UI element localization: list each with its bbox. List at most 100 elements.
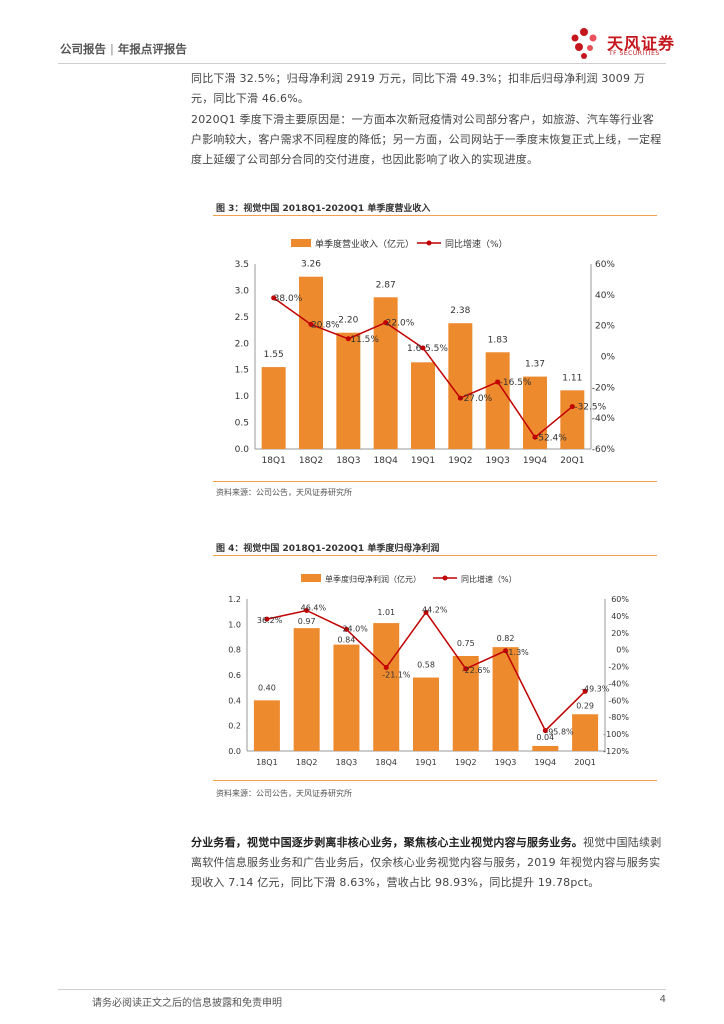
growth-point [271, 295, 277, 301]
legend-bar-label: 单季度营业收入（亿元） [315, 238, 414, 250]
growth-point [423, 609, 429, 615]
right-axis-tick-label: 40% [595, 291, 615, 301]
x-axis-tick-label: 19Q4 [535, 758, 557, 767]
x-axis-tick-label: 19Q3 [495, 758, 517, 767]
left-axis-tick-label: 0.2 [228, 722, 241, 731]
header-separator: | [110, 42, 114, 56]
right-axis-tick-label: -60% [608, 696, 629, 705]
bar-value-label: 0.58 [417, 661, 435, 670]
bar-value-label: 1.83 [488, 335, 508, 345]
growth-point [264, 616, 270, 622]
left-axis-tick-label: 1.5 [235, 366, 249, 376]
x-axis-tick-label: 18Q1 [256, 758, 278, 767]
figure4-top-rule [213, 555, 657, 556]
x-axis-tick-label: 18Q4 [375, 758, 397, 767]
x-axis-tick-label: 18Q3 [336, 758, 358, 767]
left-axis-tick-label: 1.2 [228, 595, 241, 604]
x-axis-tick-label: 19Q3 [486, 456, 510, 466]
growth-value-label: -21.1% [382, 670, 411, 679]
paragraph-q1-results: 同比下滑 32.5%；归母净利润 2919 万元，同比下滑 49.3%；扣非后归… [191, 72, 646, 105]
bar-value-label: 0.04 [536, 733, 554, 742]
revenue-chart: 单季度营业收入（亿元） 同比增速（%） 0.0 0.5 1.0 1.5 2.0 2.5 3.0 3… [235, 238, 616, 466]
growth-value-label: 24.0% [342, 624, 368, 633]
bar [411, 362, 435, 449]
logo-mark-icon [571, 28, 597, 59]
growth-value-label: 5.5% [425, 344, 448, 354]
net-profit-chart: 单季度归母净利润（亿元） 同比增速（%） 0.0 0.2 0.4 0.6 0.8 1.0 1.2… [228, 574, 629, 767]
bar-value-label: 2.38 [450, 306, 470, 316]
figure3-title: 图 3：视觉中国 2018Q1-2020Q1 单季度营业收入 [216, 204, 431, 214]
left-axis-tick-label: 3.0 [235, 286, 250, 296]
figure4-title: 图 4：视觉中国 2018Q1-2020Q1 单季度归母净利润 [216, 544, 440, 554]
right-axis-tick-label: 60% [611, 595, 629, 604]
bar-value-label: 1.01 [377, 608, 395, 617]
growth-point [343, 626, 349, 632]
left-axis-tick-label: 1.0 [235, 392, 250, 402]
page-number: 4 [659, 994, 666, 1005]
bar [333, 644, 360, 751]
growth-point [383, 664, 389, 670]
growth-point [495, 379, 501, 385]
growth-point [463, 666, 469, 672]
growth-point [532, 434, 538, 440]
report-subcategory: 年报点评报告 [117, 42, 187, 56]
bar-value-label: 1.55 [264, 350, 284, 360]
right-axis-tick-label: -60% [592, 445, 616, 455]
logo-text: 天风证券 [607, 34, 676, 53]
right-axis-tick-label: -20% [592, 383, 616, 393]
growth-value-label: 36.2% [257, 616, 283, 625]
bar-value-label: 0.82 [497, 634, 515, 643]
logo-subtext: TF SECURITIES [609, 50, 660, 57]
bar [373, 623, 400, 751]
growth-value-label: -1.3% [506, 648, 530, 657]
bar [572, 714, 599, 751]
growth-value-label: -32.5% [574, 403, 606, 413]
right-axis-tick-label: 20% [595, 322, 615, 332]
figure4-bottom-rule [213, 780, 657, 781]
growth-value-label: -49.3% [581, 684, 610, 693]
bar-value-label: 3.26 [301, 260, 321, 270]
bar-value-label: 0.40 [258, 683, 276, 692]
figure3-source: 资料来源：公司公告，天风证券研究所 [216, 488, 352, 497]
right-axis-tick-label: -120% [603, 747, 629, 756]
growth-value-label: 22.0% [386, 319, 415, 329]
x-axis-tick-label: 18Q3 [336, 456, 360, 466]
growth-value-label: -22.6% [462, 666, 491, 675]
growth-point [503, 648, 509, 654]
left-axis-tick-label: 0.0 [228, 747, 241, 756]
legend-bar-label: 单季度归母净利润（亿元） [325, 574, 421, 584]
legend-line-label: 同比增速（%） [445, 238, 508, 250]
segment-detail: 视觉中国陆续剥离软件信息服务业务和广告业务后，仅余核心业务视觉内容与服务，201… [191, 836, 662, 889]
left-axis-tick-label: 3.5 [235, 260, 249, 270]
growth-point [345, 336, 351, 342]
bar [485, 352, 510, 449]
growth-point [420, 345, 426, 351]
growth-value-label: 11.5% [350, 335, 379, 345]
x-axis-tick-label: 20Q1 [560, 456, 584, 466]
x-axis-tick-label: 18Q2 [296, 758, 318, 767]
growth-value-label: 46.4% [301, 603, 327, 612]
growth-point [304, 607, 310, 613]
left-axis-tick-label: 0.4 [228, 696, 241, 705]
right-axis-tick-label: -100% [603, 730, 629, 739]
legend-bar-swatch [301, 574, 321, 582]
growth-value-label: -27.0% [460, 394, 492, 404]
x-axis-tick-label: 19Q1 [411, 456, 435, 466]
x-axis-tick-label: 20Q1 [574, 758, 596, 767]
growth-point [308, 321, 314, 327]
left-axis-tick-label: 2.0 [235, 339, 250, 349]
x-axis-tick-label: 19Q2 [455, 758, 477, 767]
bar-value-label: 2.20 [338, 316, 358, 326]
left-axis-tick-label: 0.5 [235, 419, 249, 429]
right-axis-tick-label: -40% [592, 414, 616, 424]
report-type: 公司报告 | 年报点评报告 [60, 41, 187, 57]
bar-value-label: 0.75 [457, 639, 475, 648]
bar-value-label: 1.37 [525, 360, 545, 370]
left-axis-tick-label: 2.5 [235, 313, 249, 323]
x-axis-tick-label: 19Q2 [448, 456, 472, 466]
legend-line-label: 同比增速（%） [461, 574, 517, 584]
footer-divider [58, 989, 666, 990]
bar-value-label: 0.97 [298, 617, 316, 626]
bar [452, 656, 479, 751]
x-axis-tick-label: 18Q4 [374, 456, 399, 466]
